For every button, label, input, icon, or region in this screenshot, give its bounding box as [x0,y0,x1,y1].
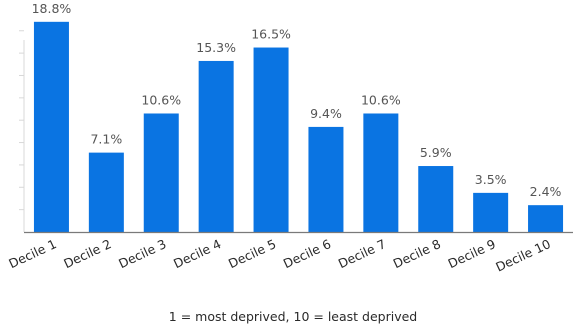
bar-decile-7 [363,113,399,232]
value-label: 5.9% [420,145,452,160]
value-label: 7.1% [90,132,122,147]
value-label: 10.6% [361,92,401,107]
value-label: 10.6% [141,92,181,107]
x-tick-label: Decile 2 [61,236,113,271]
bar-decile-2 [88,152,124,232]
x-axis-caption: 1 = most deprived, 10 = least deprived [169,309,417,324]
bar-decile-5 [253,47,289,232]
value-label: 15.3% [196,40,236,55]
x-tick-label: Decile 9 [446,236,498,271]
x-tick-label: Decile 7 [336,236,388,271]
x-tick-label: Decile 6 [281,236,333,271]
x-tick-label: Decile 8 [391,236,443,271]
bar-decile-10 [528,205,564,232]
value-label: 16.5% [251,27,291,42]
x-tick-label: Decile 1 [6,236,58,271]
value-label: 2.4% [530,184,562,199]
x-tick-label: Decile 4 [171,236,223,271]
bar-decile-8 [418,166,454,232]
bar-decile-4 [198,60,234,232]
x-tick-labels-group: Decile 1 Decile 2 Decile 3 Decile 4 Decile 5… [6,236,552,274]
bars-group [33,21,564,233]
bar-decile-9 [473,192,509,232]
value-label: 9.4% [310,106,342,121]
bar-decile-3 [143,113,179,232]
y-axis [19,30,25,232]
x-tick-label: Decile 5 [226,236,278,271]
x-tick-label: Decile 10 [493,236,553,274]
value-label: 3.5% [475,172,507,187]
value-label: 18.8% [32,1,72,16]
bar-decile-6 [308,126,344,232]
bar-decile-1 [33,21,69,233]
x-tick-label: Decile 3 [116,236,168,271]
value-labels-group: 18.8% 7.1% 10.6% 15.3% 16.5% 9.4% 10.6% 5.9% 3.5… [32,1,562,199]
